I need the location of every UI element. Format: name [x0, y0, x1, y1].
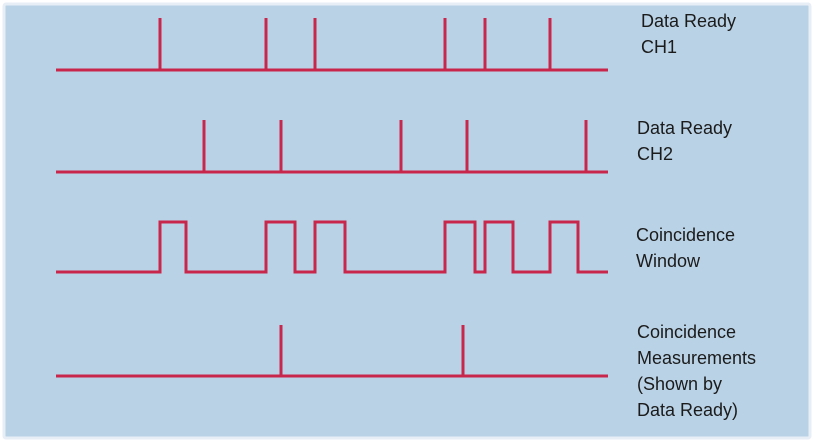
label-data-ready-ch1: Data Ready CH1 — [641, 8, 736, 60]
label-line: Window — [636, 251, 701, 271]
trace-data-ready-ch2-line — [56, 120, 608, 174]
label-line: Coincidence — [637, 322, 737, 342]
label-data-ready-ch2: Data Ready CH2 — [637, 115, 732, 167]
label-coincidence-window: Coincidence Window — [636, 222, 735, 274]
label-line: CH1 — [641, 37, 678, 57]
trace-data-ready-ch1 — [56, 18, 608, 72]
trace-coincidence-window — [56, 220, 608, 274]
label-line: Data Ready — [641, 11, 737, 31]
trace-coincidence-measurements-line — [56, 325, 608, 378]
label-line: Measurements — [637, 348, 757, 368]
label-line: (Shown by — [637, 374, 723, 394]
label-line: Data Ready) — [637, 400, 739, 420]
label-line: Coincidence — [636, 225, 736, 245]
trace-coincidence-measurements — [56, 325, 608, 378]
trace-data-ready-ch2 — [56, 120, 608, 174]
label-line: CH2 — [637, 144, 674, 164]
trace-coincidence-window-line — [56, 220, 608, 274]
label-coincidence-measurements: Coincidence Measurements (Shown by Data … — [637, 319, 756, 423]
label-line: Data Ready — [637, 118, 733, 138]
trace-data-ready-ch1-line — [56, 18, 608, 72]
